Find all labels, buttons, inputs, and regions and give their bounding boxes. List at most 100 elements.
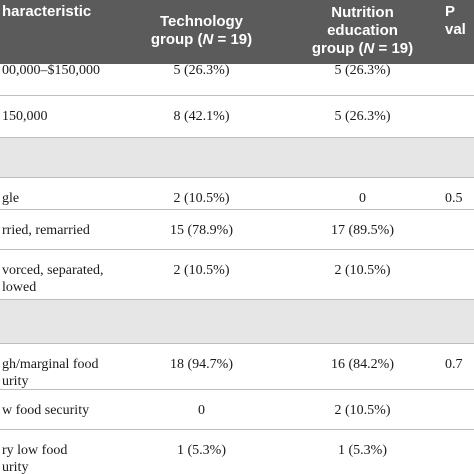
text-segment: rried, remarried: [2, 223, 90, 238]
text-segment: 0.7: [445, 357, 463, 372]
text-segment: vorced, separated,: [2, 263, 104, 278]
text-segment: 15 (78.9%): [170, 223, 233, 238]
cell-line: rried, remarried: [2, 222, 118, 239]
section-band: [0, 300, 474, 344]
cell-line: ry low food: [2, 442, 118, 459]
table-cell: 1 (5.3%): [285, 442, 440, 459]
cell-line: 0: [118, 402, 285, 419]
row-rule: [0, 177, 474, 178]
table-cell: 0: [118, 402, 285, 419]
text-segment: 2 (10.5%): [173, 191, 230, 206]
cell-line: 2 (10.5%): [118, 262, 285, 279]
text-segment: lowed: [2, 280, 37, 295]
cell-line: 17 (89.5%): [285, 222, 440, 239]
cell-line: 0.7: [445, 356, 474, 373]
text-segment: = 19): [213, 31, 253, 48]
table-cell: vorced, separated, lowed: [2, 262, 118, 296]
cell-line: gh/marginal food: [2, 356, 118, 373]
cell-line: urity: [2, 373, 118, 390]
text-segment: N: [363, 40, 375, 57]
text-segment: 17 (89.5%): [331, 223, 394, 238]
table-cell: w food security: [2, 402, 118, 419]
cell-line: lowed: [2, 279, 118, 296]
header-cell: haracteristic: [2, 3, 118, 21]
cell-line: education: [285, 22, 440, 40]
table-cell: 0: [285, 190, 440, 207]
cell-line: 16 (84.2%): [285, 356, 440, 373]
table-cell: 5 (26.3%): [118, 62, 285, 79]
text-segment: group (: [311, 40, 364, 57]
text-segment: = 19): [374, 40, 414, 57]
text-segment: 0: [198, 403, 205, 418]
table-cell: 8 (42.1%): [118, 108, 285, 125]
cell-line: 1 (5.3%): [118, 442, 285, 459]
cell-line: vorced, separated,: [2, 262, 118, 279]
row-rule: [0, 299, 474, 300]
cell-line: haracteristic: [2, 3, 118, 21]
text-segment: 150,000: [2, 109, 48, 124]
table-cell: rried, remarried: [2, 222, 118, 239]
cell-line: 0.5: [445, 190, 474, 207]
text-segment: urity: [2, 460, 29, 474]
row-rule: [0, 343, 474, 344]
table-cell: 2 (10.5%): [118, 190, 285, 207]
header-cell: Technology group (N = 19): [118, 13, 285, 49]
cell-line: Nutrition: [285, 4, 440, 22]
cell-line: 00,000–$150,000: [2, 62, 118, 79]
text-segment: P: [445, 3, 456, 20]
text-segment: 2 (10.5%): [334, 403, 391, 418]
table-cell: 17 (89.5%): [285, 222, 440, 239]
table-cell: gle: [2, 190, 118, 207]
cell-line: 5 (26.3%): [118, 62, 285, 79]
cell-line: val: [445, 21, 474, 39]
table-cell: 0.7: [445, 356, 474, 373]
header-cell: Nutrition education group (N = 19): [285, 4, 440, 58]
text-segment: N: [202, 31, 214, 48]
text-segment: 0: [359, 191, 366, 206]
table-cell: 15 (78.9%): [118, 222, 285, 239]
cell-line: 2 (10.5%): [285, 262, 440, 279]
cell-line: gle: [2, 190, 118, 207]
table-cell: 2 (10.5%): [118, 262, 285, 279]
table-cell: 5 (26.3%): [285, 108, 440, 125]
cell-line: group (N = 19): [118, 31, 285, 49]
cell-line: 150,000: [2, 108, 118, 125]
table-cell: 16 (84.2%): [285, 356, 440, 373]
row-rule: [0, 389, 474, 390]
table-cell: gh/marginal food urity: [2, 356, 118, 390]
table-cell: 2 (10.5%): [285, 262, 440, 279]
text-segment: group (: [150, 31, 203, 48]
text-segment: urity: [2, 374, 29, 389]
cell-line: 2 (10.5%): [118, 190, 285, 207]
cell-line: urity: [2, 459, 118, 474]
text-segment: Nutrition: [331, 4, 394, 21]
text-segment: 18 (94.7%): [170, 357, 233, 372]
header-band: [0, 0, 474, 64]
cell-line: 8 (42.1%): [118, 108, 285, 125]
text-segment: 5 (26.3%): [334, 63, 391, 78]
text-segment: 8 (42.1%): [173, 109, 230, 124]
row-rule: [0, 137, 474, 138]
text-segment: 16 (84.2%): [331, 357, 394, 372]
cell-line: group (N = 19): [285, 40, 440, 58]
text-segment: 00,000–$150,000: [2, 63, 100, 78]
cell-line: 5 (26.3%): [285, 62, 440, 79]
table-cell: 18 (94.7%): [118, 356, 285, 373]
cell-line: P: [445, 3, 474, 21]
text-segment: Technology: [159, 13, 244, 30]
row-rule: [0, 95, 474, 96]
table-cell: 00,000–$150,000: [2, 62, 118, 79]
cell-line: 5 (26.3%): [285, 108, 440, 125]
text-segment: w food security: [2, 403, 90, 418]
row-rule: [0, 249, 474, 250]
text-segment: haracteristic: [2, 3, 92, 20]
row-rule: [0, 209, 474, 210]
table-cell: 2 (10.5%): [285, 402, 440, 419]
table-cell: ry low food urity: [2, 442, 118, 474]
section-band: [0, 138, 474, 178]
cell-line: 15 (78.9%): [118, 222, 285, 239]
text-segment: val: [445, 21, 466, 38]
row-rule: [0, 429, 474, 430]
